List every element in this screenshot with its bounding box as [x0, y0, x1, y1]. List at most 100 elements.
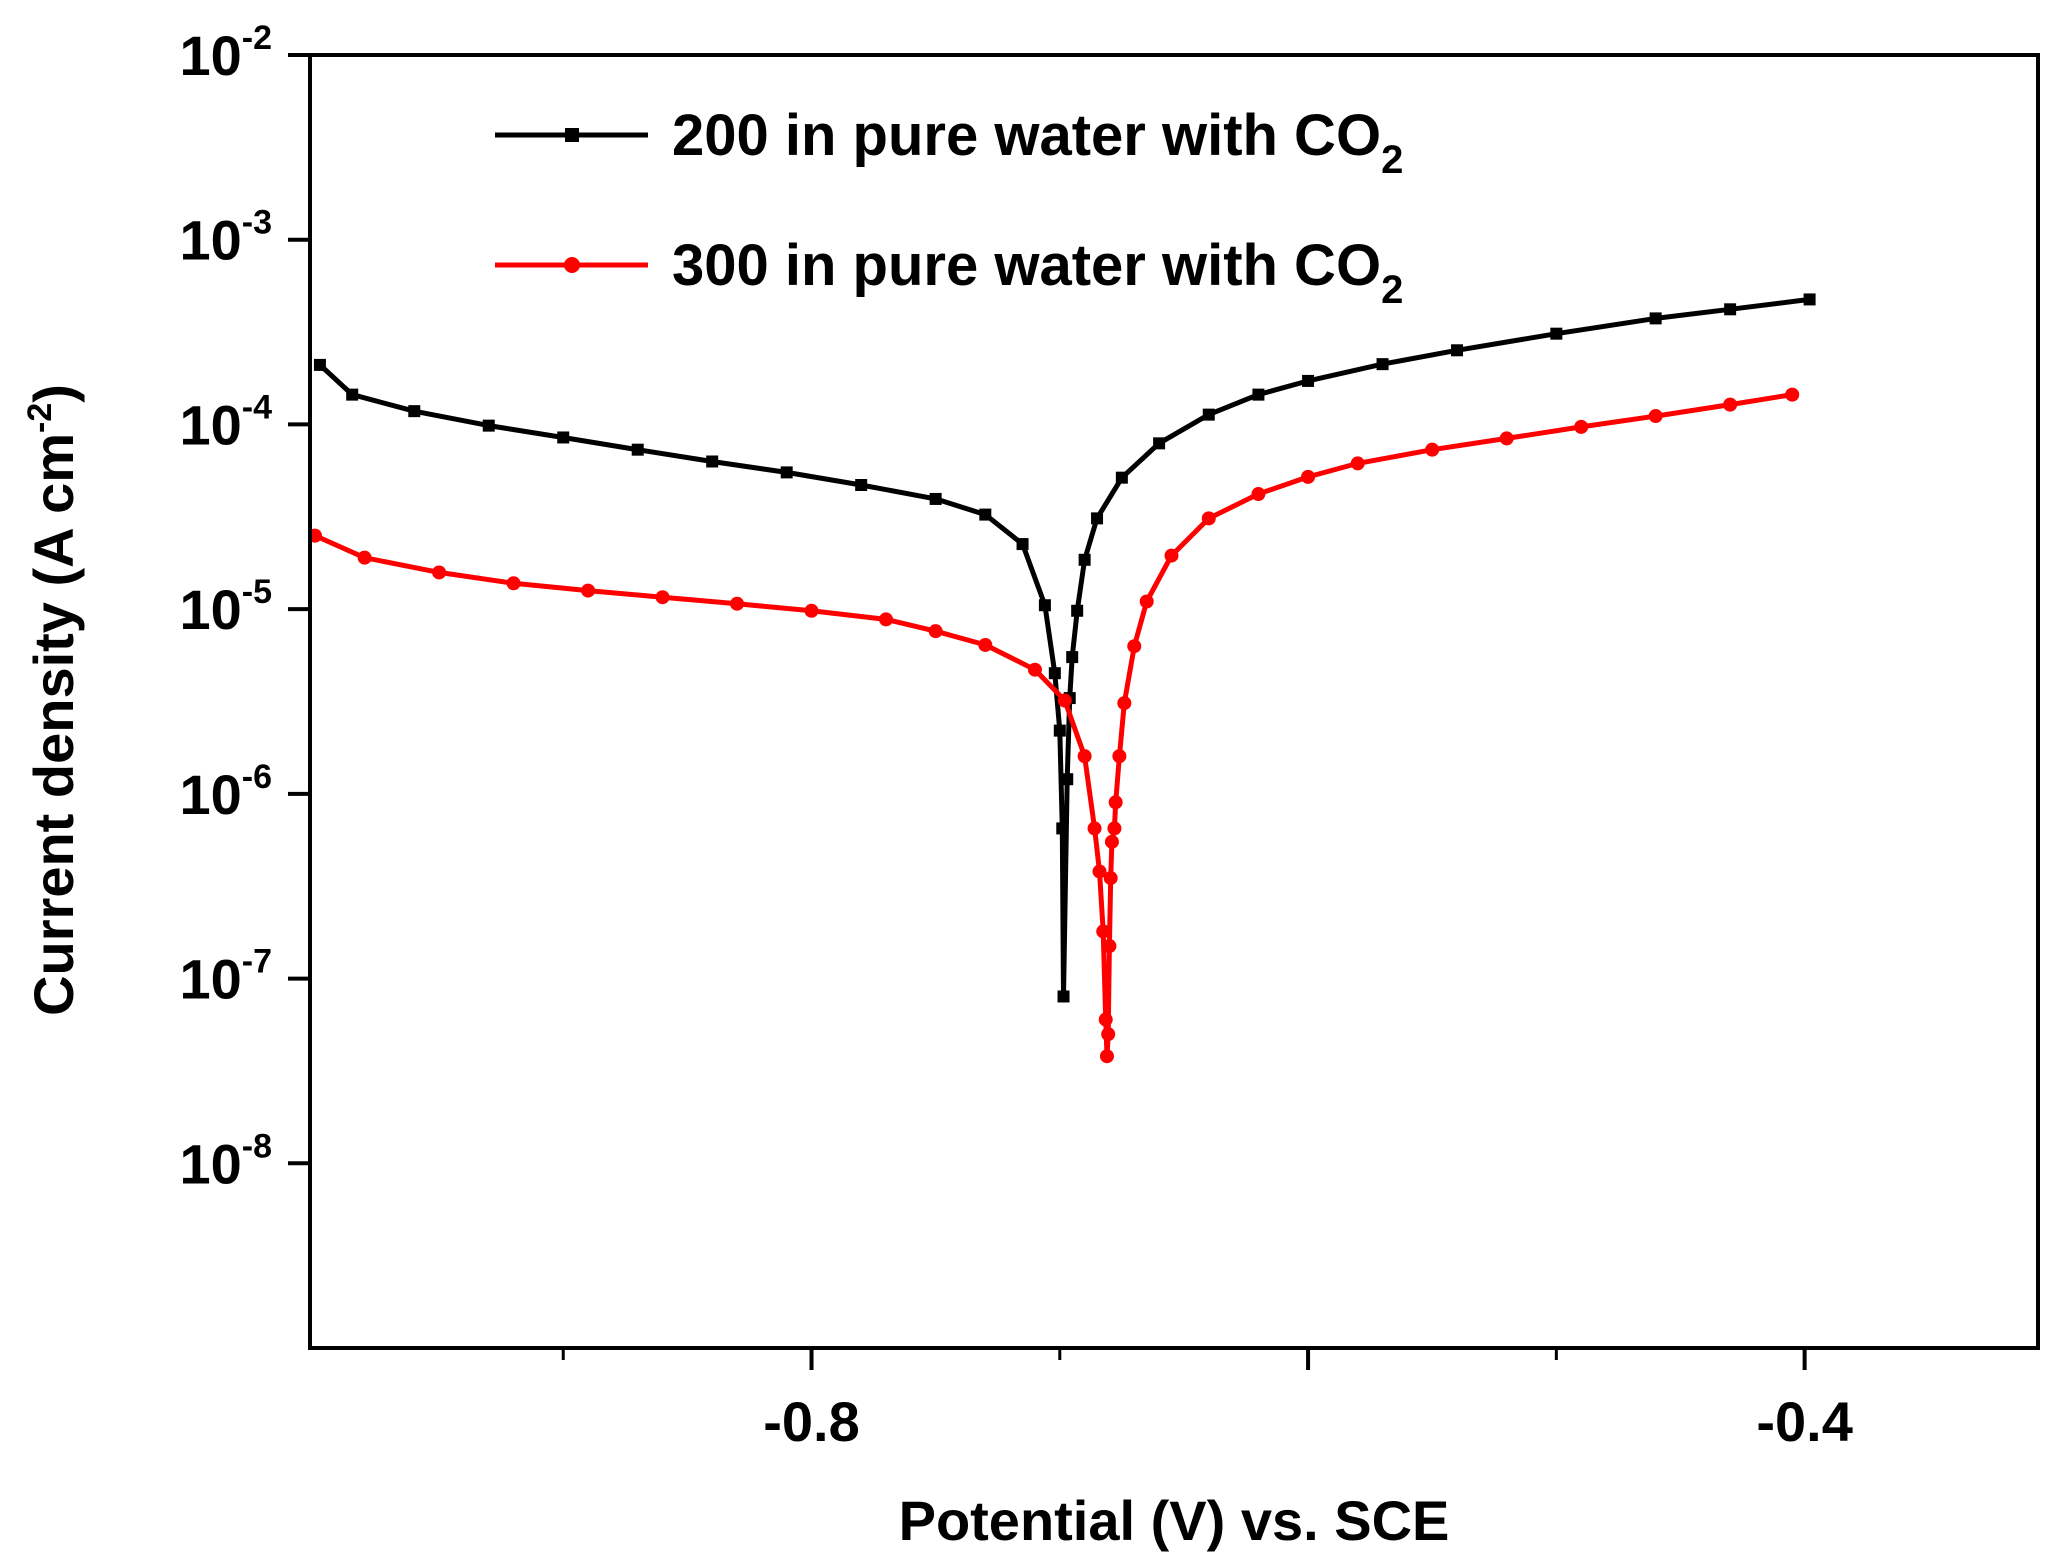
- data-point: [1803, 293, 1816, 306]
- data-point: [1016, 538, 1029, 551]
- data-point: [1078, 553, 1091, 566]
- data-point: [706, 455, 719, 468]
- data-point: [1574, 419, 1589, 434]
- data-point: [879, 612, 893, 627]
- data-point: [506, 576, 521, 591]
- data-point: [780, 466, 793, 479]
- data-point: [482, 419, 495, 432]
- y-tick-label: 10-3: [179, 204, 272, 272]
- data-point: [1056, 822, 1069, 835]
- data-point: [1201, 511, 1216, 526]
- y-tick-exponent: -6: [242, 758, 272, 796]
- data-point: [432, 565, 447, 580]
- legend-label-subscript: 2: [1381, 138, 1403, 182]
- x-axis-title: Potential (V) vs. SCE: [899, 1489, 1450, 1552]
- data-point: [1301, 469, 1316, 484]
- y-tick-base: 10: [179, 763, 241, 826]
- data-point: [1057, 693, 1072, 708]
- data-point: [1087, 821, 1102, 836]
- y-tick-label: 10-6: [179, 758, 272, 826]
- y-tick-base: 10: [179, 1132, 241, 1195]
- y-tick-exponent: -7: [242, 943, 272, 981]
- legend-marker: [565, 128, 579, 142]
- data-point: [408, 405, 421, 418]
- data-point: [1104, 834, 1119, 849]
- y-tick-exponent: -4: [242, 388, 272, 426]
- y-axis-title-close: ): [22, 384, 85, 403]
- data-point: [804, 603, 819, 618]
- y-tick-base: 10: [179, 393, 241, 456]
- data-point: [1102, 939, 1117, 954]
- legend-marker: [564, 257, 580, 273]
- data-point: [1091, 512, 1104, 525]
- data-point: [1139, 594, 1154, 609]
- y-axis-title: Current density (A cm-2): [21, 384, 85, 1016]
- y-tick-base: 10: [179, 24, 241, 87]
- data-point: [1103, 871, 1118, 886]
- data-point: [1785, 387, 1800, 402]
- data-point: [313, 358, 326, 371]
- data-point: [1098, 1012, 1113, 1027]
- series-line: [313, 392, 1793, 1059]
- data-point: [1112, 749, 1127, 764]
- y-tick-base: 10: [179, 578, 241, 641]
- data-point: [928, 624, 943, 639]
- data-point: [1648, 409, 1663, 424]
- y-tick-exponent: -2: [242, 19, 272, 57]
- data-point: [1048, 667, 1061, 680]
- data-point: [1164, 548, 1179, 563]
- data-point: [557, 431, 570, 444]
- y-tick-base: 10: [179, 948, 241, 1011]
- data-point: [1108, 795, 1123, 810]
- y-tick-label: 10-2: [179, 19, 272, 87]
- data-point: [1127, 639, 1142, 654]
- data-point: [1053, 724, 1066, 737]
- data-point: [1071, 604, 1084, 617]
- series-1: [313, 293, 1816, 1003]
- data-point: [1499, 431, 1514, 446]
- data-point: [1061, 773, 1074, 786]
- data-point: [1099, 1049, 1114, 1064]
- data-point: [655, 590, 670, 605]
- y-tick-label: 10-7: [179, 943, 272, 1011]
- series-layer: [307, 293, 1816, 1064]
- data-point: [1092, 864, 1107, 879]
- data-point: [346, 388, 359, 401]
- plot-frame: [308, 53, 2040, 1350]
- data-point: [1723, 397, 1738, 412]
- legend-entry-1: 200 in pure water with CO2: [495, 103, 1403, 182]
- y-tick-label: 10-8: [179, 1127, 272, 1195]
- data-point: [1451, 344, 1464, 357]
- x-tick-label: -0.4: [1756, 1390, 1853, 1453]
- legend-label-text: 300 in pure water with CO: [672, 233, 1381, 298]
- data-point: [929, 492, 942, 505]
- y-tick-exponent: -3: [242, 204, 272, 242]
- legend-label: 200 in pure water with CO2: [672, 103, 1403, 182]
- data-point: [979, 508, 992, 521]
- data-point: [1252, 388, 1265, 401]
- x-axis-ticks: -0.8 -0.4: [561, 1348, 1853, 1453]
- data-point: [1117, 696, 1132, 711]
- data-point: [1038, 599, 1051, 612]
- data-point: [730, 596, 745, 611]
- data-point: [581, 583, 596, 598]
- data-point: [978, 637, 993, 652]
- y-axis-title-text: Current density (A cm: [22, 433, 85, 1016]
- y-tick-exponent: -8: [242, 1127, 272, 1165]
- data-point: [1350, 456, 1365, 471]
- data-point: [1425, 442, 1440, 457]
- data-point: [1724, 303, 1737, 316]
- legend-label-text: 200 in pure water with CO: [672, 103, 1381, 168]
- legend-label-subscript: 2: [1381, 268, 1403, 312]
- data-point: [357, 550, 372, 565]
- data-point: [1115, 471, 1128, 484]
- data-point: [1066, 651, 1079, 664]
- y-axis-ticks: 10-210-310-410-510-610-710-8: [179, 19, 310, 1195]
- y-tick-base: 10: [179, 209, 241, 272]
- data-point: [1202, 408, 1215, 421]
- data-point: [1096, 924, 1111, 939]
- data-point: [1153, 437, 1166, 450]
